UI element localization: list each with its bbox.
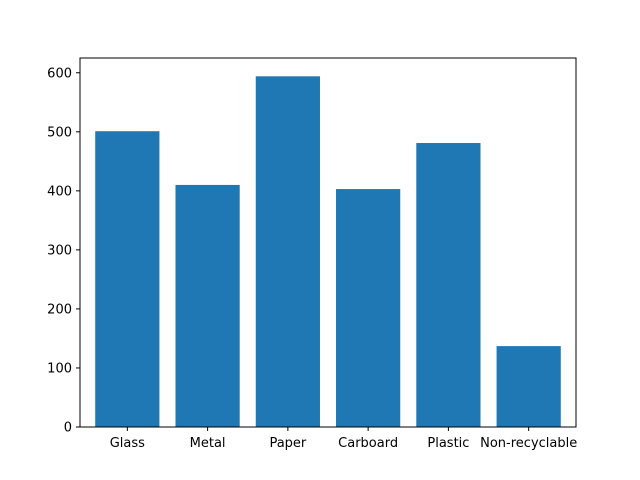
y-tick-label: 600	[47, 66, 72, 81]
bar-carboard	[336, 189, 401, 427]
y-tick-label: 200	[47, 302, 72, 317]
y-tick-label: 500	[47, 125, 72, 140]
x-axis-ticks: Glass Metal Paper Carboard Plastic Non-recycl…	[110, 427, 577, 451]
bar-plastic	[416, 143, 481, 428]
x-tick-label: Paper	[269, 436, 306, 451]
x-tick-label: Non-recyclable	[480, 436, 577, 451]
y-tick-label: 100	[47, 361, 72, 376]
bars	[95, 76, 561, 428]
y-tick-label: 400	[47, 184, 72, 199]
axes-frame	[79, 57, 577, 428]
y-tick-label: 300	[47, 243, 72, 258]
x-tick-label: Carboard	[338, 436, 398, 451]
axes	[79, 57, 577, 428]
x-tick-label: Glass	[110, 436, 145, 451]
x-tick-label: Plastic	[427, 436, 469, 451]
bar-non-recyclable	[496, 346, 561, 427]
x-tick-label: Metal	[190, 436, 226, 451]
bar-glass	[95, 131, 160, 427]
bar-paper	[255, 76, 320, 427]
y-axis-ticks: 0 100 200 300 400 500 600	[47, 66, 80, 436]
bar-metal	[175, 184, 240, 427]
y-tick-label: 0	[64, 421, 72, 436]
